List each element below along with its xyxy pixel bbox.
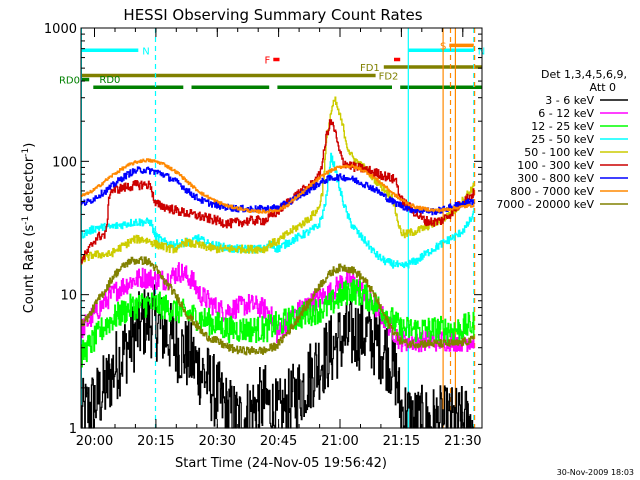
- state-bar-label: RD0: [59, 76, 80, 87]
- x-tick-label: 21:00: [321, 434, 358, 449]
- state-bar-label: FD1: [360, 63, 380, 74]
- legend-label: 800 - 7000 keV: [510, 185, 594, 198]
- y-axis-label-sup1: -1: [21, 216, 31, 225]
- instrument-state-bars: NNFSFD1FD2RD0RD0: [59, 41, 485, 89]
- state-bar-label: FD2: [379, 72, 399, 83]
- y-axis-label-main: Count Rate (s: [22, 225, 37, 314]
- y-axis-label-sup2: -1: [21, 148, 31, 157]
- y-axis-label-mid: detector: [22, 156, 37, 216]
- x-tick-label: 20:15: [137, 434, 174, 449]
- y-tick-label: 1: [69, 422, 77, 437]
- chart-title: HESSI Observing Summary Count Rates: [123, 6, 422, 24]
- legend-label: 7000 - 20000 keV: [496, 198, 594, 211]
- series-line: [80, 279, 475, 368]
- plot-frame: [80, 27, 483, 429]
- legend-header-line-2: Att 0: [590, 81, 616, 94]
- x-tick-label: 20:30: [199, 434, 236, 449]
- x-tick-label: 21:30: [444, 434, 481, 449]
- y-tick-label: 1000: [44, 22, 77, 37]
- x-axis: 20:00 20:15 20:30 20:45 21:00 21:15 21:30: [76, 28, 482, 449]
- legend-label: 300 - 800 keV: [517, 172, 594, 185]
- series-line: [80, 96, 475, 265]
- state-bar-label: F: [265, 56, 271, 67]
- legend-label: 3 - 6 keV: [545, 94, 594, 107]
- y-axis-label-end: ): [22, 143, 37, 148]
- x-tick-label: 21:15: [383, 434, 420, 449]
- series-lines: [80, 96, 475, 429]
- series-line: [80, 166, 475, 216]
- x-tick-label: 20:00: [76, 434, 113, 449]
- vertical-markers: [80, 28, 476, 428]
- series-line: [80, 152, 475, 269]
- series-line: [80, 158, 475, 214]
- footer-timestamp: 30-Nov-2009 18:03: [557, 468, 634, 477]
- state-bar-label: RD0: [99, 75, 120, 86]
- y-axis: 1 10 100 1000: [44, 22, 482, 437]
- legend-label: 100 - 300 keV: [517, 159, 594, 172]
- state-bar-label: N: [142, 46, 149, 57]
- x-axis-label: Start Time (24-Nov-05 19:56:42): [175, 456, 387, 471]
- legend-label: 50 - 100 keV: [524, 146, 594, 159]
- y-axis-label: Count Rate (s-1 detector-1): [21, 143, 37, 314]
- legend-label: 6 - 12 keV: [538, 107, 594, 120]
- legend-label: 12 - 25 keV: [531, 120, 594, 133]
- legend-label: 25 - 50 keV: [531, 133, 594, 146]
- y-tick-label: 10: [60, 289, 77, 304]
- x-tick-label: 20:45: [260, 434, 297, 449]
- legend-header-line-1: Det 1,3,4,5,6,9,: [541, 68, 627, 81]
- series-line: [81, 284, 474, 429]
- series-line: [80, 256, 475, 356]
- y-tick-label: 100: [52, 155, 77, 170]
